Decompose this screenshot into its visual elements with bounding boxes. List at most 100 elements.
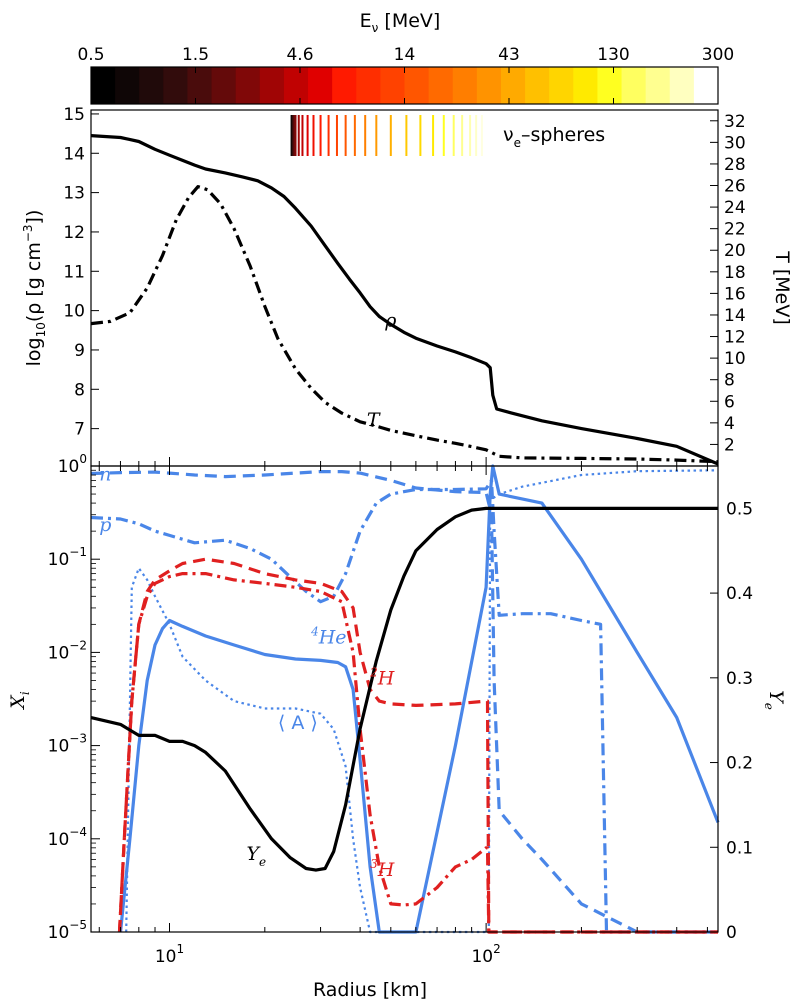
colorbar-cell bbox=[669, 67, 695, 104]
colorbar-cell bbox=[139, 67, 164, 104]
x-tick-label: 101 bbox=[155, 942, 184, 967]
nu-spheres-label: νe–spheres bbox=[503, 124, 605, 150]
top-y-tick-label: 7 bbox=[74, 420, 85, 440]
bottom-series bbox=[90, 464, 720, 934]
top-y-tick-right-label: 18 bbox=[724, 263, 746, 283]
top-y-tick-label: 14 bbox=[63, 144, 85, 164]
top-y-tick-right-label: 32 bbox=[724, 112, 746, 132]
colorbar-cell bbox=[525, 67, 550, 104]
top-y-tick-right-label: 24 bbox=[724, 198, 746, 218]
colorbar: Eν [MeV] 0.5 1.5 4.6 14 43 130 300 bbox=[77, 10, 734, 105]
bottom-y-tick-right-label: 0 bbox=[726, 923, 737, 943]
top-y-tick-label: 15 bbox=[63, 105, 85, 125]
top-y-tick-label: 11 bbox=[63, 262, 85, 282]
top-x-ticks bbox=[98, 457, 708, 466]
colorbar-tick-label: 14 bbox=[394, 45, 416, 65]
top-series bbox=[90, 134, 719, 466]
colorbar-cell bbox=[235, 67, 261, 104]
series-line- bbox=[90, 134, 719, 466]
top-y-label-right: T [MeV] bbox=[771, 250, 793, 325]
top-y-tick-right-label: 20 bbox=[724, 241, 746, 261]
bottom-y-tick-label: 10−4 bbox=[48, 825, 87, 850]
bottom-y-tick-right-label: 0.4 bbox=[726, 584, 753, 604]
top-y-tick-right-label: 4 bbox=[724, 414, 735, 434]
bottom-y-tick-right-label: 0.1 bbox=[726, 838, 753, 858]
series-line-3H bbox=[117, 572, 718, 934]
top-y-tick-label: 10 bbox=[63, 302, 85, 322]
colorbar-cell bbox=[283, 67, 309, 104]
colorbar-cell bbox=[500, 67, 526, 104]
nu-spheres bbox=[290, 115, 483, 156]
colorbar-cell bbox=[91, 67, 116, 104]
colorbar-cell bbox=[428, 67, 454, 104]
series-line-T bbox=[90, 185, 719, 464]
series-line-4He bbox=[118, 464, 720, 934]
top-y-tick-right-label: 6 bbox=[724, 392, 735, 412]
top-y-tick-label: 8 bbox=[74, 380, 85, 400]
series-line-n bbox=[90, 470, 718, 934]
top-y-tick-right-label: 14 bbox=[724, 306, 746, 326]
top-y-label: log10(ρ [g cm−3]) bbox=[21, 210, 48, 367]
colorbar-tick-label: 43 bbox=[498, 45, 520, 65]
top-y-tick-label: 13 bbox=[63, 184, 85, 204]
colorbar-cell bbox=[163, 67, 189, 104]
bottom-y-label-right: Ye bbox=[762, 690, 787, 710]
bottom-y-tick-right-label: 0.3 bbox=[726, 669, 753, 689]
colorbar-tick-label: 1.5 bbox=[182, 45, 209, 65]
top-y-tick-right-label: 10 bbox=[724, 349, 746, 369]
top-y-tick-right-label: 16 bbox=[724, 284, 746, 304]
colorbar-tick-label: 4.6 bbox=[286, 45, 313, 65]
colorbar-cell bbox=[597, 67, 623, 104]
series-label-T: T bbox=[367, 409, 381, 431]
bottom-y-tick-label: 10−5 bbox=[48, 918, 87, 943]
series-label-2H: 2H bbox=[369, 666, 395, 690]
bottom-panel: n p 4He ⟨ A ⟩ 2H 3H Ye 100 10−1 10−2 10−3 10−4 10−5… bbox=[7, 452, 787, 1001]
colorbar-tick-label: 0.5 bbox=[77, 45, 104, 65]
colorbar-tick-labels: 0.5 1.5 4.6 14 43 130 300 bbox=[77, 45, 734, 65]
colorbar-cell bbox=[404, 67, 430, 104]
series-line-Ye bbox=[90, 506, 718, 872]
bottom-x-ticks: 101 102 bbox=[98, 466, 708, 967]
bottom-y-tick-label: 100 bbox=[58, 452, 87, 477]
top-y-tick-right-label: 2 bbox=[724, 435, 735, 455]
bottom-y-tick-right-label: 0.5 bbox=[726, 499, 753, 519]
colorbar-cell bbox=[380, 67, 406, 104]
colorbar-title: Eν [MeV] bbox=[360, 10, 441, 35]
colorbar-cell bbox=[693, 67, 719, 104]
bottom-y-tick-right-label: 0.2 bbox=[726, 754, 753, 774]
top-series-labels: ρT bbox=[367, 309, 397, 431]
series-line-p bbox=[90, 478, 718, 934]
bottom-y-ticks-right: 0 0.1 0.2 0.3 0.4 0.5 bbox=[710, 499, 753, 943]
top-y-tick-label: 9 bbox=[74, 341, 85, 361]
bottom-y-label: Xi bbox=[7, 691, 32, 711]
top-y-tick-label: 12 bbox=[63, 223, 85, 243]
bottom-y-tick-label: 10−3 bbox=[48, 732, 87, 757]
colorbar-cell bbox=[549, 67, 574, 104]
series-label-p: p bbox=[99, 514, 111, 536]
series-label-A: ⟨ A ⟩ bbox=[278, 712, 318, 734]
series-label-4He: 4He bbox=[310, 624, 346, 648]
colorbar-cell bbox=[621, 67, 647, 104]
bottom-y-tick-label: 10−1 bbox=[48, 545, 87, 570]
colorbar-cell bbox=[332, 67, 357, 104]
bottom-panel-frame bbox=[90, 465, 719, 933]
top-y-tick-right-label: 30 bbox=[724, 133, 746, 153]
series-label-: ρ bbox=[384, 309, 397, 331]
colorbar-cell bbox=[452, 67, 478, 104]
colorbar-cell bbox=[356, 67, 381, 104]
colorbar-cell bbox=[259, 67, 285, 104]
x-tick-label: 102 bbox=[471, 942, 500, 967]
top-y-ticks: 7 8 9 10 11 12 13 14 15 bbox=[63, 105, 99, 440]
top-y-tick-right-label: 28 bbox=[724, 155, 746, 175]
colorbar-cell bbox=[645, 67, 671, 104]
colorbar-cells bbox=[91, 67, 719, 104]
colorbar-tick-label: 300 bbox=[702, 45, 734, 65]
colorbar-cell bbox=[115, 67, 140, 104]
top-y-tick-right-label: 12 bbox=[724, 328, 746, 348]
series-label-n: n bbox=[99, 463, 111, 485]
top-y-tick-right-label: 22 bbox=[724, 220, 746, 240]
x-axis-label: Radius [km] bbox=[313, 979, 427, 1001]
